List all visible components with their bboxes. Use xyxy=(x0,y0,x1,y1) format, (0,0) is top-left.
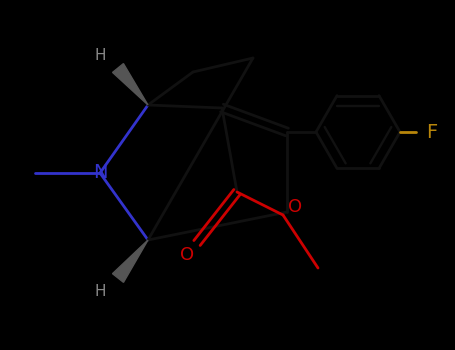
Text: F: F xyxy=(426,122,438,141)
Text: N: N xyxy=(93,163,107,182)
Text: O: O xyxy=(288,198,302,216)
Text: H: H xyxy=(94,285,106,300)
Polygon shape xyxy=(112,64,148,105)
Polygon shape xyxy=(112,240,148,282)
Text: H: H xyxy=(94,48,106,63)
Text: O: O xyxy=(180,246,194,264)
